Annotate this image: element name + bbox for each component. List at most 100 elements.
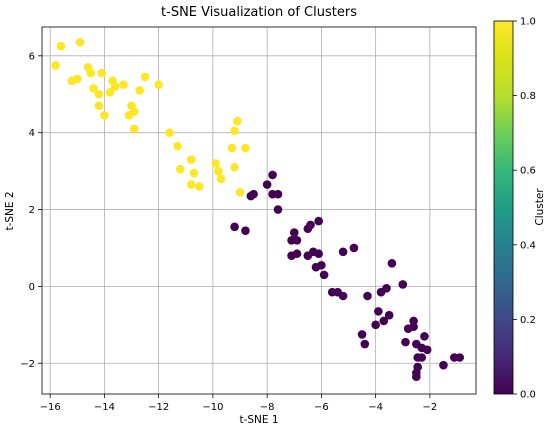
cluster-0-point	[249, 189, 258, 199]
cluster-1-point	[154, 80, 163, 89]
cluster-1-point	[94, 101, 104, 111]
colorbar-tick-label: 0.4	[520, 240, 536, 251]
cluster-0-point	[230, 222, 239, 232]
colorbar-label: Cluster	[534, 188, 546, 226]
cluster-1-point	[186, 180, 196, 189]
y-axis-label: t-SNE 2	[4, 191, 16, 230]
y-tick-label: 6	[29, 51, 35, 62]
cluster-0-point	[349, 243, 359, 253]
x-tick-label: −12	[148, 402, 169, 413]
cluster-1-point	[129, 124, 139, 134]
x-axis-label: t-SNE 1	[239, 414, 278, 426]
cluster-0-point	[420, 332, 429, 341]
cluster-0-point	[317, 260, 326, 270]
cluster-1-point	[233, 116, 242, 126]
cluster-1-point	[189, 168, 199, 178]
cluster-1-point	[94, 89, 104, 99]
cluster-1-point	[100, 111, 109, 120]
y-tick-label: 4	[29, 128, 35, 139]
x-tick-label: −6	[314, 402, 329, 413]
x-tick-label: −14	[94, 402, 115, 413]
cluster-1-point	[129, 107, 139, 116]
chart-title: t-SNE Visualization of Clusters	[161, 5, 357, 20]
cluster-0-point	[319, 270, 329, 280]
cluster-0-point	[363, 291, 372, 301]
colorbar-tick-label: 0.6	[520, 166, 536, 177]
y-tick-label: 0	[29, 282, 35, 293]
cluster-0-point	[292, 249, 302, 259]
cluster-0-point	[439, 360, 448, 370]
cluster-0-point	[379, 316, 389, 326]
cluster-1-point	[89, 84, 98, 93]
cluster-0-point	[292, 235, 302, 245]
cluster-0-point	[422, 345, 432, 355]
x-tick-label: −2	[423, 402, 438, 413]
cluster-0-point	[262, 180, 272, 189]
cluster-1-point	[86, 68, 96, 78]
cluster-1-point	[56, 41, 66, 51]
cluster-0-point	[384, 310, 394, 320]
colorbar-tick-label: 0.8	[520, 91, 536, 102]
cluster-1-point	[235, 187, 245, 197]
cluster-1-point	[110, 82, 120, 91]
cluster-1-point	[119, 80, 128, 89]
cluster-0-point	[387, 259, 397, 268]
cluster-0-point	[374, 307, 383, 316]
cluster-0-point	[273, 205, 283, 214]
y-tick-label: −2	[20, 359, 35, 370]
cluster-0-point	[413, 362, 422, 372]
x-tick-label: −4	[368, 402, 383, 413]
plot-area-frame	[41, 26, 477, 395]
cluster-1-point	[211, 159, 220, 168]
cluster-0-point	[338, 291, 348, 301]
colorbar-tick-label: 0.2	[520, 315, 536, 326]
colorbar-tick-label: 1.0	[520, 17, 536, 28]
y-axis-ticks: −2 0 2 4 6	[20, 51, 42, 370]
cluster-0-point	[273, 189, 283, 199]
cluster-1-point	[230, 162, 239, 172]
cluster-0-point	[289, 228, 299, 237]
cluster-1-point	[230, 126, 239, 136]
cluster-0-point	[412, 372, 421, 382]
cluster-1-point	[241, 143, 250, 153]
x-axis-ticks: −16 −14 −12 −10 −8 −6 −4 −2	[40, 394, 438, 413]
cluster-0-point	[306, 220, 315, 230]
cluster-1-point	[105, 88, 115, 97]
x-tick-label: −8	[260, 402, 275, 413]
x-tick-label: −16	[40, 402, 61, 413]
cluster-1-point	[216, 174, 226, 184]
cluster-1-point	[97, 68, 106, 78]
cluster-1-point	[195, 182, 204, 191]
cluster-1-point	[51, 61, 60, 70]
cluster-0-point	[303, 251, 313, 260]
cluster-0-point	[417, 353, 427, 362]
cluster-0-point	[382, 284, 391, 293]
cluster-0-point	[455, 353, 465, 362]
colorbar-ticks: 0.0 0.2 0.4 0.6 0.8 1.0	[513, 17, 536, 401]
cluster-1-point	[135, 86, 144, 95]
data-points	[51, 38, 465, 382]
cluster-1-point	[140, 72, 150, 82]
colorbar-tick-label: 0.0	[520, 390, 536, 401]
cluster-1-point	[176, 164, 185, 174]
cluster-1-point	[165, 128, 174, 137]
cluster-0-point	[398, 280, 408, 289]
cluster-0-point	[401, 337, 410, 347]
y-tick-label: 2	[29, 205, 35, 216]
cluster-0-point	[338, 247, 348, 257]
cluster-0-point	[241, 226, 250, 235]
cluster-0-point	[409, 322, 418, 332]
cluster-0-point	[357, 330, 367, 339]
cluster-1-point	[72, 74, 82, 84]
cluster-1-point	[227, 143, 237, 153]
cluster-0-point	[314, 216, 323, 226]
cluster-1-point	[214, 166, 223, 176]
cluster-1-point	[173, 141, 182, 151]
x-tick-label: −10	[202, 402, 223, 413]
cluster-1-point	[75, 38, 85, 47]
cluster-0-point	[360, 339, 370, 349]
cluster-1-point	[186, 155, 196, 164]
grid-lines	[42, 27, 476, 394]
cluster-0-point	[371, 320, 380, 330]
